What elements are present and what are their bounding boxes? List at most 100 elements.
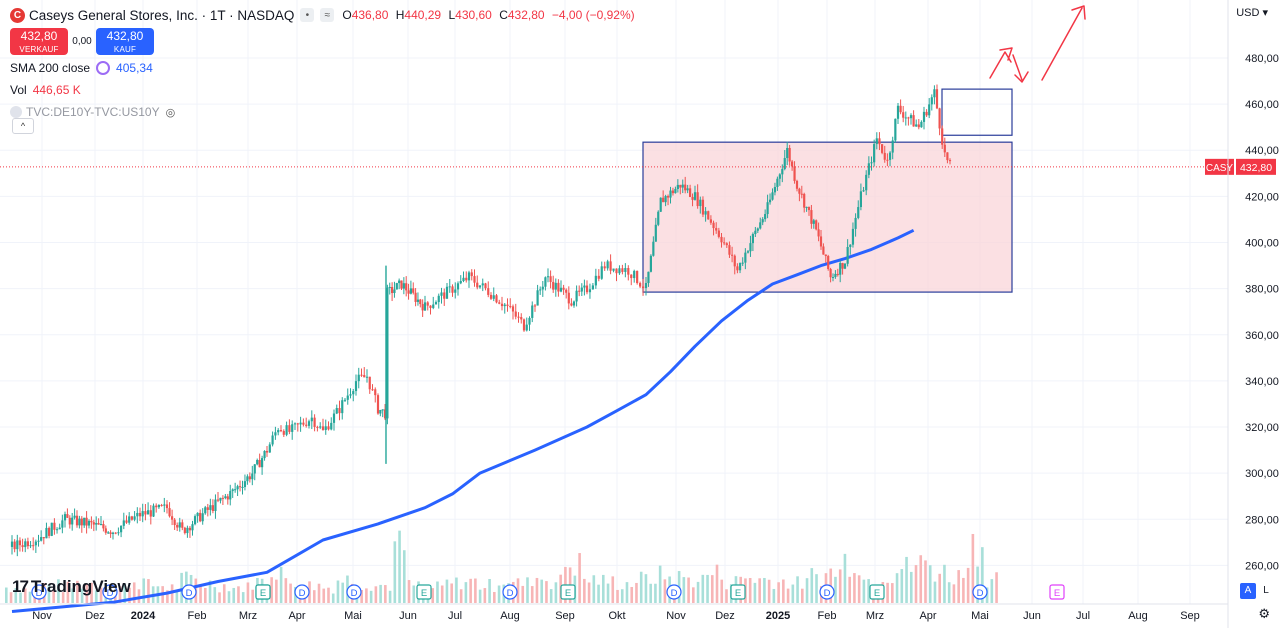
candle-body [933,89,936,98]
candle-body [405,283,408,291]
candle-body [109,532,112,534]
candle-body [416,299,420,302]
candle-body [793,166,796,181]
event-markers[interactable]: DDEDEDDEDEDEDEDE [31,584,1065,600]
settings-gear-icon[interactable]: ⚙ [1258,606,1270,621]
flag-icon[interactable]: • [300,8,315,22]
symbol-title[interactable]: Caseys General Stores, Inc. · 1T · NASDA… [29,7,295,23]
log-scale-button[interactable]: L [1263,585,1269,596]
volume-bar [327,587,330,603]
volume-bar [90,582,93,603]
collapse-legend-button[interactable]: ^ [12,118,34,134]
candle-body [293,423,297,425]
candle-body [398,280,401,284]
volume-bar [549,589,553,603]
tradingview-logo[interactable]: 17 TradingView [12,577,131,597]
volume-bar [445,579,449,603]
candle-body [374,389,377,396]
hidden-eye-icon[interactable]: ◎ [165,106,176,119]
candle-body [125,520,128,523]
candle-body [725,243,728,246]
symbol-row[interactable]: C Caseys General Stores, Inc. · 1T · NAS… [10,6,639,24]
x-tick-label: Sep [555,610,575,622]
candle-body [849,244,852,248]
candle-body [157,504,160,508]
candle-body [671,190,675,194]
volume-bar [848,576,851,603]
volume-bar [895,573,899,603]
buy-button[interactable]: 432,80 KAUF [96,28,154,55]
volume-bar [782,579,785,603]
trend-arrows[interactable] [989,5,1086,83]
candle-body [746,251,750,253]
event-marker-label: D [36,588,43,599]
candle-body [902,112,905,118]
volume-bar [995,572,998,603]
y-tick-label: 480,00 [1245,53,1279,65]
candle-body [419,299,422,305]
volume-bar [251,589,254,603]
candle-body [24,541,27,548]
candle-body [803,193,806,208]
indicator-volume[interactable]: Vol 446,65 K [10,81,639,99]
candle-body [536,290,539,306]
candle-body [915,124,918,127]
volume-bar [478,589,482,603]
candle-body [894,118,897,141]
candle-body [357,374,360,382]
volume-bar [365,588,368,603]
event-marker-label: E [735,588,741,599]
indicator-spread[interactable]: TVC:DE10Y-TVC:US10Y ◎ [10,103,639,121]
volume-bar [80,588,84,603]
trend-arrow [989,51,1012,79]
candle-body [102,524,105,529]
candle-body [470,272,473,277]
candle-body [388,286,391,288]
candle-body [34,541,37,546]
x-tick-label: Sep [1180,610,1200,622]
volume-bar [587,582,591,603]
candle-body [621,268,624,272]
candle-body [834,273,837,277]
auto-scale-button[interactable]: A [1240,583,1256,599]
candle-body [878,138,881,145]
chart-legend: C Caseys General Stores, Inc. · 1T · NAS… [10,6,639,121]
candle-body [349,394,352,396]
currency-selector[interactable]: USD ▾ [1236,7,1268,19]
sell-button[interactable]: 432,80 VERKAUF [10,28,68,55]
candle-body [715,228,718,231]
candle-body [379,409,382,414]
candle-body [141,511,144,517]
candle-body [321,426,325,430]
candle-body [754,230,757,235]
spread-value: 0,00 [72,36,92,47]
candle-body [201,513,204,522]
volume-bar [796,576,799,603]
volume-bar [924,560,927,603]
refresh-icon[interactable] [96,61,111,75]
candle-body [517,316,520,318]
candle-body [341,400,344,414]
candle-body [26,541,29,547]
logo-mark-icon: 17 [12,577,29,596]
candle-body [448,286,451,288]
earnings-marker [730,584,746,600]
volume-bar [805,578,809,603]
compare-icon[interactable]: ≈ [320,8,335,22]
candle-body [588,289,592,293]
candle-body [495,295,498,303]
candle-body [557,282,560,292]
candle-body [756,228,759,231]
y-axis[interactable]: 480,00 460,00 440,00 420,00 400,00 380,00 360,… [1227,0,1279,628]
candle-body [319,426,322,428]
candle-body [669,190,672,198]
volume-bar [455,577,458,603]
candle-body [701,199,705,215]
volume-bar [966,567,970,603]
candle-body [163,504,166,506]
candle-body [676,184,679,190]
candle-body [310,417,313,422]
indicator-sma[interactable]: SMA 200 close 405,34 [10,59,639,77]
x-axis[interactable]: Nov Dez 2024 Feb Mrz Apr Mai Jun Jul Aug Sep Okt Nov… [0,603,1228,622]
